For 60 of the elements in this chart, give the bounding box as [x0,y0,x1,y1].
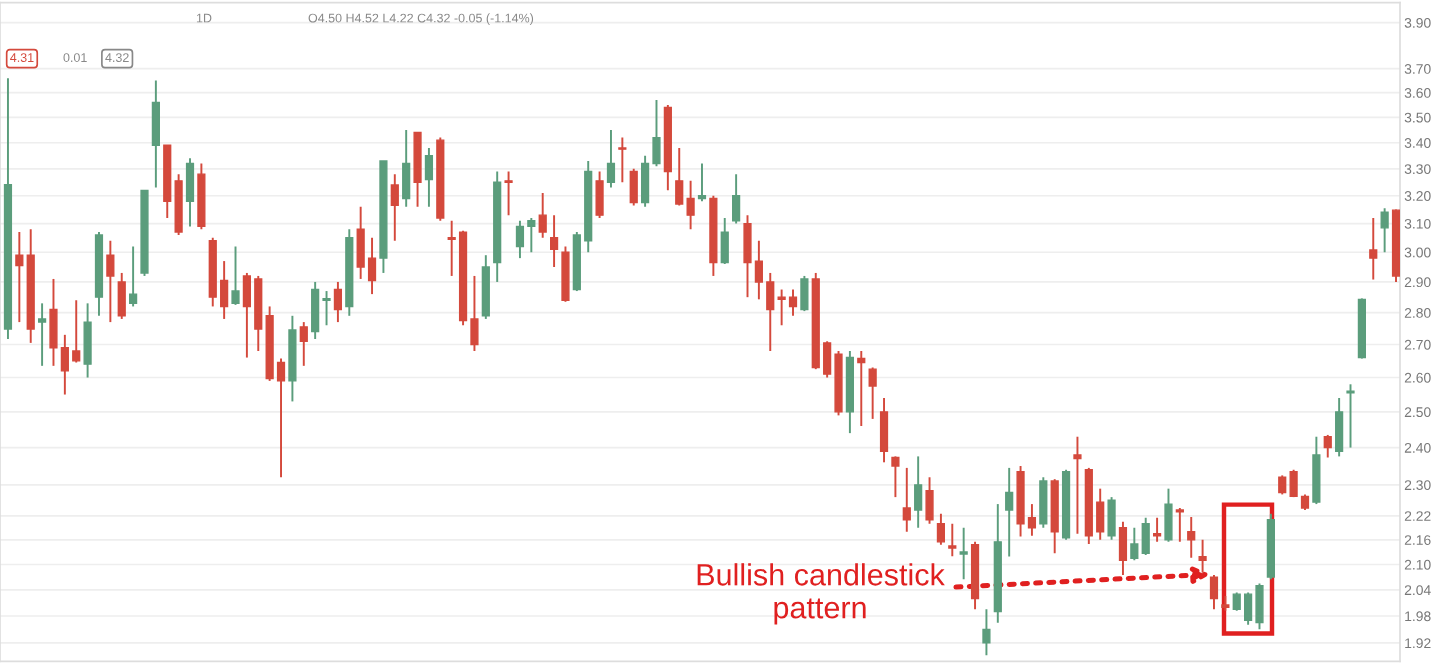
candlestick [1187,516,1196,559]
candlestick [1039,476,1048,529]
candlestick [106,239,115,324]
candlestick [333,280,343,324]
candlestick [606,128,616,189]
candlestick [595,170,604,219]
candlestick [879,397,889,464]
candlestick [1278,474,1287,496]
candlestick [1369,216,1378,281]
candlestick [37,302,47,367]
candlestick [129,245,138,308]
candlestick [151,79,160,189]
candlestick [1175,507,1184,543]
candlestick [936,512,946,546]
candlestick [948,522,957,558]
candlestick [914,455,923,529]
candlestick [1312,435,1321,506]
candlestick [720,216,729,265]
candlestick [1346,383,1355,449]
candlestick [1073,435,1082,535]
candlestick [561,245,570,303]
candlestick [538,192,547,239]
candlestick [1323,433,1332,459]
candlestick [1107,496,1116,541]
candlestick [1152,516,1162,543]
candlestick [959,526,968,581]
candlestick [675,146,684,207]
candlestick [504,170,513,217]
candlestick [15,231,24,324]
candlestick [618,136,627,184]
candlestick [1380,207,1389,254]
candlestick [982,608,991,657]
candlestick [629,167,638,207]
candlestick [1164,487,1173,543]
candlestick [1335,397,1344,458]
candlestick [549,214,559,268]
candlestick [925,476,934,525]
candlestick [83,302,92,379]
annotation: Bullish candlestick pattern [697,563,945,625]
candlestick [686,179,695,231]
candlestick [891,455,900,499]
candlestick [800,274,809,313]
candlestick [1005,466,1014,558]
candlestick [117,271,126,320]
candlestick [902,466,911,533]
candlestick [857,350,866,427]
candlestick [1130,526,1139,562]
candlestick [1198,538,1207,574]
candlestick [1118,520,1128,576]
candlestick [185,157,195,228]
candlestick [390,173,399,242]
candlestick [868,366,877,420]
candlestick [697,162,707,203]
candlestick [1141,516,1150,556]
candlestick [299,321,308,367]
candlestick [231,245,240,306]
candlestick [1209,573,1219,611]
candlestick [732,173,741,225]
candlestick [402,128,411,208]
candlestick [424,146,434,208]
